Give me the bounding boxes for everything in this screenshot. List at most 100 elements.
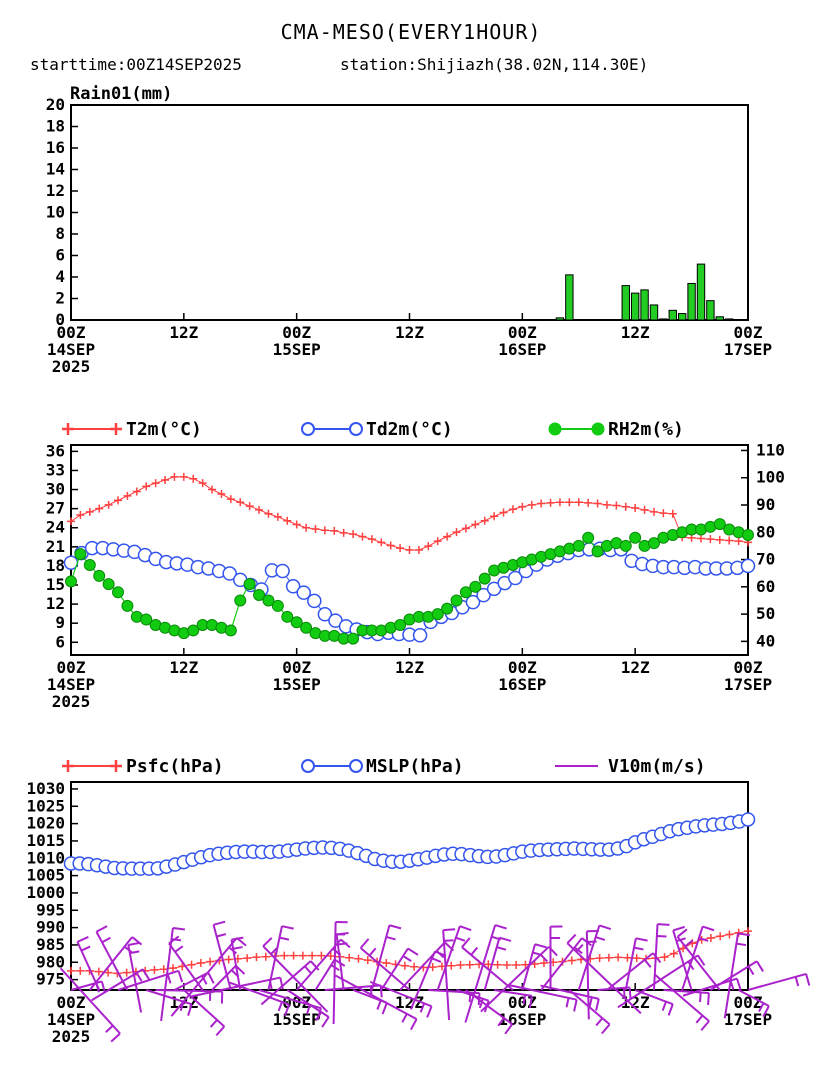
legend-v10m-label: V10m(m/s) <box>608 756 706 777</box>
wind-barb-flag <box>496 946 507 951</box>
y-tick-label: 18 <box>46 117 65 136</box>
wind-barb-tail <box>332 989 336 1025</box>
t2m-point <box>725 536 734 545</box>
t2m-point <box>696 534 705 543</box>
t2m-point <box>386 541 395 550</box>
wind-barb-flag <box>336 932 349 936</box>
wind-barb-flag <box>172 927 185 931</box>
rh2m-point <box>713 518 726 531</box>
legend-mslp-marker <box>301 759 315 773</box>
rh2m-point <box>93 569 106 582</box>
psfc-point <box>76 966 85 975</box>
rh2m-point <box>102 578 115 591</box>
y-tick-label: 980 <box>36 952 65 971</box>
rain-bar <box>724 318 734 321</box>
plot-frame <box>70 104 749 321</box>
wind-barb-tail <box>509 984 532 991</box>
psfc-point <box>465 960 474 969</box>
wind-barb-flag <box>652 952 662 964</box>
t2m-point <box>734 537 743 546</box>
wind-barb-tail <box>170 989 195 1017</box>
chart-subtitle-station: station:Shijiazh(38.02N,114.30E) <box>340 55 649 74</box>
t2m-point <box>424 542 433 551</box>
wind-barb <box>211 964 237 991</box>
rh2m-point <box>591 545 604 558</box>
rain-bar <box>621 285 630 321</box>
mslp-point <box>740 812 756 827</box>
wind-barb <box>540 937 583 991</box>
t2m-point <box>621 502 630 511</box>
wind-barb-flag <box>455 936 466 942</box>
wind-barb <box>360 947 411 991</box>
x-tick-label: 12Z <box>621 658 650 677</box>
t2m-point <box>311 525 320 533</box>
t2m-point <box>377 538 386 547</box>
wind-barb-flag <box>470 946 479 956</box>
psfc-point <box>400 961 409 970</box>
rain-bar <box>687 282 696 321</box>
legend-psfc-label: Psfc(hPa) <box>126 756 224 777</box>
wind-barb-flag <box>532 951 543 957</box>
t2m-point <box>584 498 593 507</box>
x-tick-date: 17SEP <box>724 675 772 694</box>
wind-barb <box>681 926 704 991</box>
t2m-point <box>161 476 170 484</box>
wind-barb-flag <box>633 946 644 951</box>
chart-subtitle-start: starttime:00Z14SEP2025 <box>30 55 242 74</box>
t2m-point <box>245 502 254 511</box>
wind-barb-tail <box>480 989 505 1013</box>
y-tick-label: 990 <box>36 918 65 937</box>
x-tick-label: 12Z <box>621 323 650 342</box>
t2m-point <box>518 502 527 511</box>
rh2m-point <box>441 602 454 615</box>
wind-barb-flag <box>595 936 606 941</box>
rh2m-point <box>582 531 595 544</box>
t2m-point <box>405 546 414 554</box>
wind-barb-tail <box>653 973 674 991</box>
wind-barb-flag <box>168 935 180 945</box>
x-tick-label: 12Z <box>395 323 424 342</box>
wind-barb-flag <box>601 1023 611 1035</box>
x-tick-label: 12Z <box>395 993 424 1012</box>
wind-barb-tail <box>617 989 646 1009</box>
t2m-point <box>593 499 602 508</box>
rain-bar <box>706 300 715 321</box>
psfc-point <box>104 968 113 977</box>
psfc-point <box>744 927 752 936</box>
t2m-point <box>649 507 658 516</box>
wind-barb-flag <box>762 1005 770 1018</box>
psfc-point <box>456 961 465 970</box>
wind-barb-flag <box>478 998 484 1009</box>
y-tick-label: 10 <box>46 203 65 222</box>
wind-barb-flag <box>401 1013 408 1023</box>
wind-barb-flag <box>805 973 811 986</box>
wind-barb-tail <box>682 989 702 997</box>
t2m-point <box>537 499 546 508</box>
wind-barb-flag <box>110 1032 121 1043</box>
rh2m-point <box>187 624 200 637</box>
t2m-point <box>320 526 329 535</box>
y-tick-label: 33 <box>46 460 65 479</box>
wind-barb <box>95 931 129 991</box>
td2m-point <box>476 587 491 603</box>
y-tick-label: 15 <box>46 575 65 594</box>
t2m-point <box>339 528 348 537</box>
t2m-point <box>226 495 235 504</box>
rh2m-point <box>281 610 294 623</box>
psfc-point <box>67 966 75 975</box>
wind-barb-flag <box>379 985 383 998</box>
y-tick-label: 1015 <box>26 831 65 850</box>
y-tick-label: 6 <box>55 246 65 265</box>
x-tick-label: 00Z <box>57 323 86 342</box>
wind-barb-flag <box>566 933 577 944</box>
rh2m-point <box>300 621 313 634</box>
y-tick-label: 1000 <box>26 883 65 902</box>
wind-barb-flag <box>235 964 246 975</box>
wind-barb-flag <box>304 965 312 975</box>
rain-bar <box>715 316 724 321</box>
rain-bar <box>677 313 687 321</box>
wind-barb-flag <box>661 1001 667 1011</box>
rh2m-point <box>742 529 754 541</box>
psfc-point <box>94 967 103 976</box>
